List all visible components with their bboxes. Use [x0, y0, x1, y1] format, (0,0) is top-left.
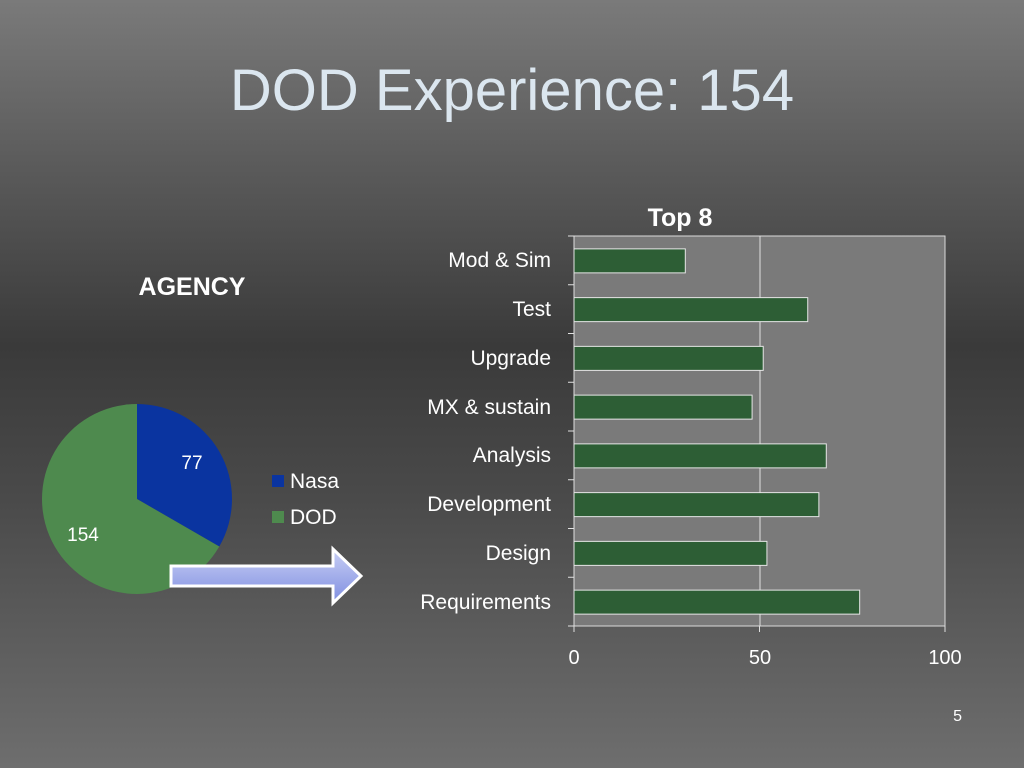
x-tick-label: 100 [928, 647, 961, 669]
slide-number: 5 [953, 708, 962, 725]
bar-requirements [573, 589, 861, 615]
bar-design [573, 540, 768, 566]
x-tick-label: 0 [568, 647, 579, 669]
legend-label-dod: DOD [290, 506, 337, 529]
bar-mx-sustain [573, 394, 753, 420]
category-label: Mod & Sim [448, 249, 551, 272]
pie-data-label-dod: 154 [67, 525, 99, 546]
category-label: Test [512, 298, 551, 321]
category-label: Design [486, 542, 551, 565]
legend-swatch-dod [272, 511, 284, 523]
bar-mod-sim [573, 248, 686, 274]
category-label: Upgrade [470, 347, 551, 370]
right-arrow-shape [169, 545, 364, 607]
y-axis-category-labels: Mod & Sim Test Upgrade MX & sustain Anal… [420, 249, 551, 614]
bar-chart-title: Top 8 [648, 204, 713, 232]
pie-legend: Nasa DOD [272, 470, 339, 529]
bar-upgrade [573, 345, 764, 371]
pie-slice-nasa [137, 404, 232, 547]
pie-slice-dod [42, 404, 220, 594]
x-tick-label: 50 [749, 647, 771, 669]
bar-chart: Top 8 0 50 100 Mod & Sim Test Upgrade MX… [420, 204, 961, 669]
pie-slices [42, 404, 232, 594]
bar-analysis [573, 443, 827, 469]
category-label: Analysis [473, 444, 551, 467]
pie-chart: AGENCY 77 154 Nasa DOD [42, 273, 339, 594]
category-label: Development [427, 493, 551, 516]
pie-chart-title: AGENCY [139, 273, 246, 301]
category-label: MX & sustain [427, 396, 551, 419]
bar-test [573, 297, 809, 323]
slide-title: DOD Experience: 154 [229, 58, 795, 123]
axis-ticks [568, 235, 946, 632]
bar-development [573, 492, 820, 518]
bars [573, 248, 861, 615]
pie-data-label-nasa: 77 [181, 453, 202, 474]
legend-swatch-nasa [272, 475, 284, 487]
category-label: Requirements [420, 591, 551, 614]
legend-label-nasa: Nasa [290, 470, 339, 493]
x-axis-tick-labels: 0 50 100 [568, 647, 961, 669]
